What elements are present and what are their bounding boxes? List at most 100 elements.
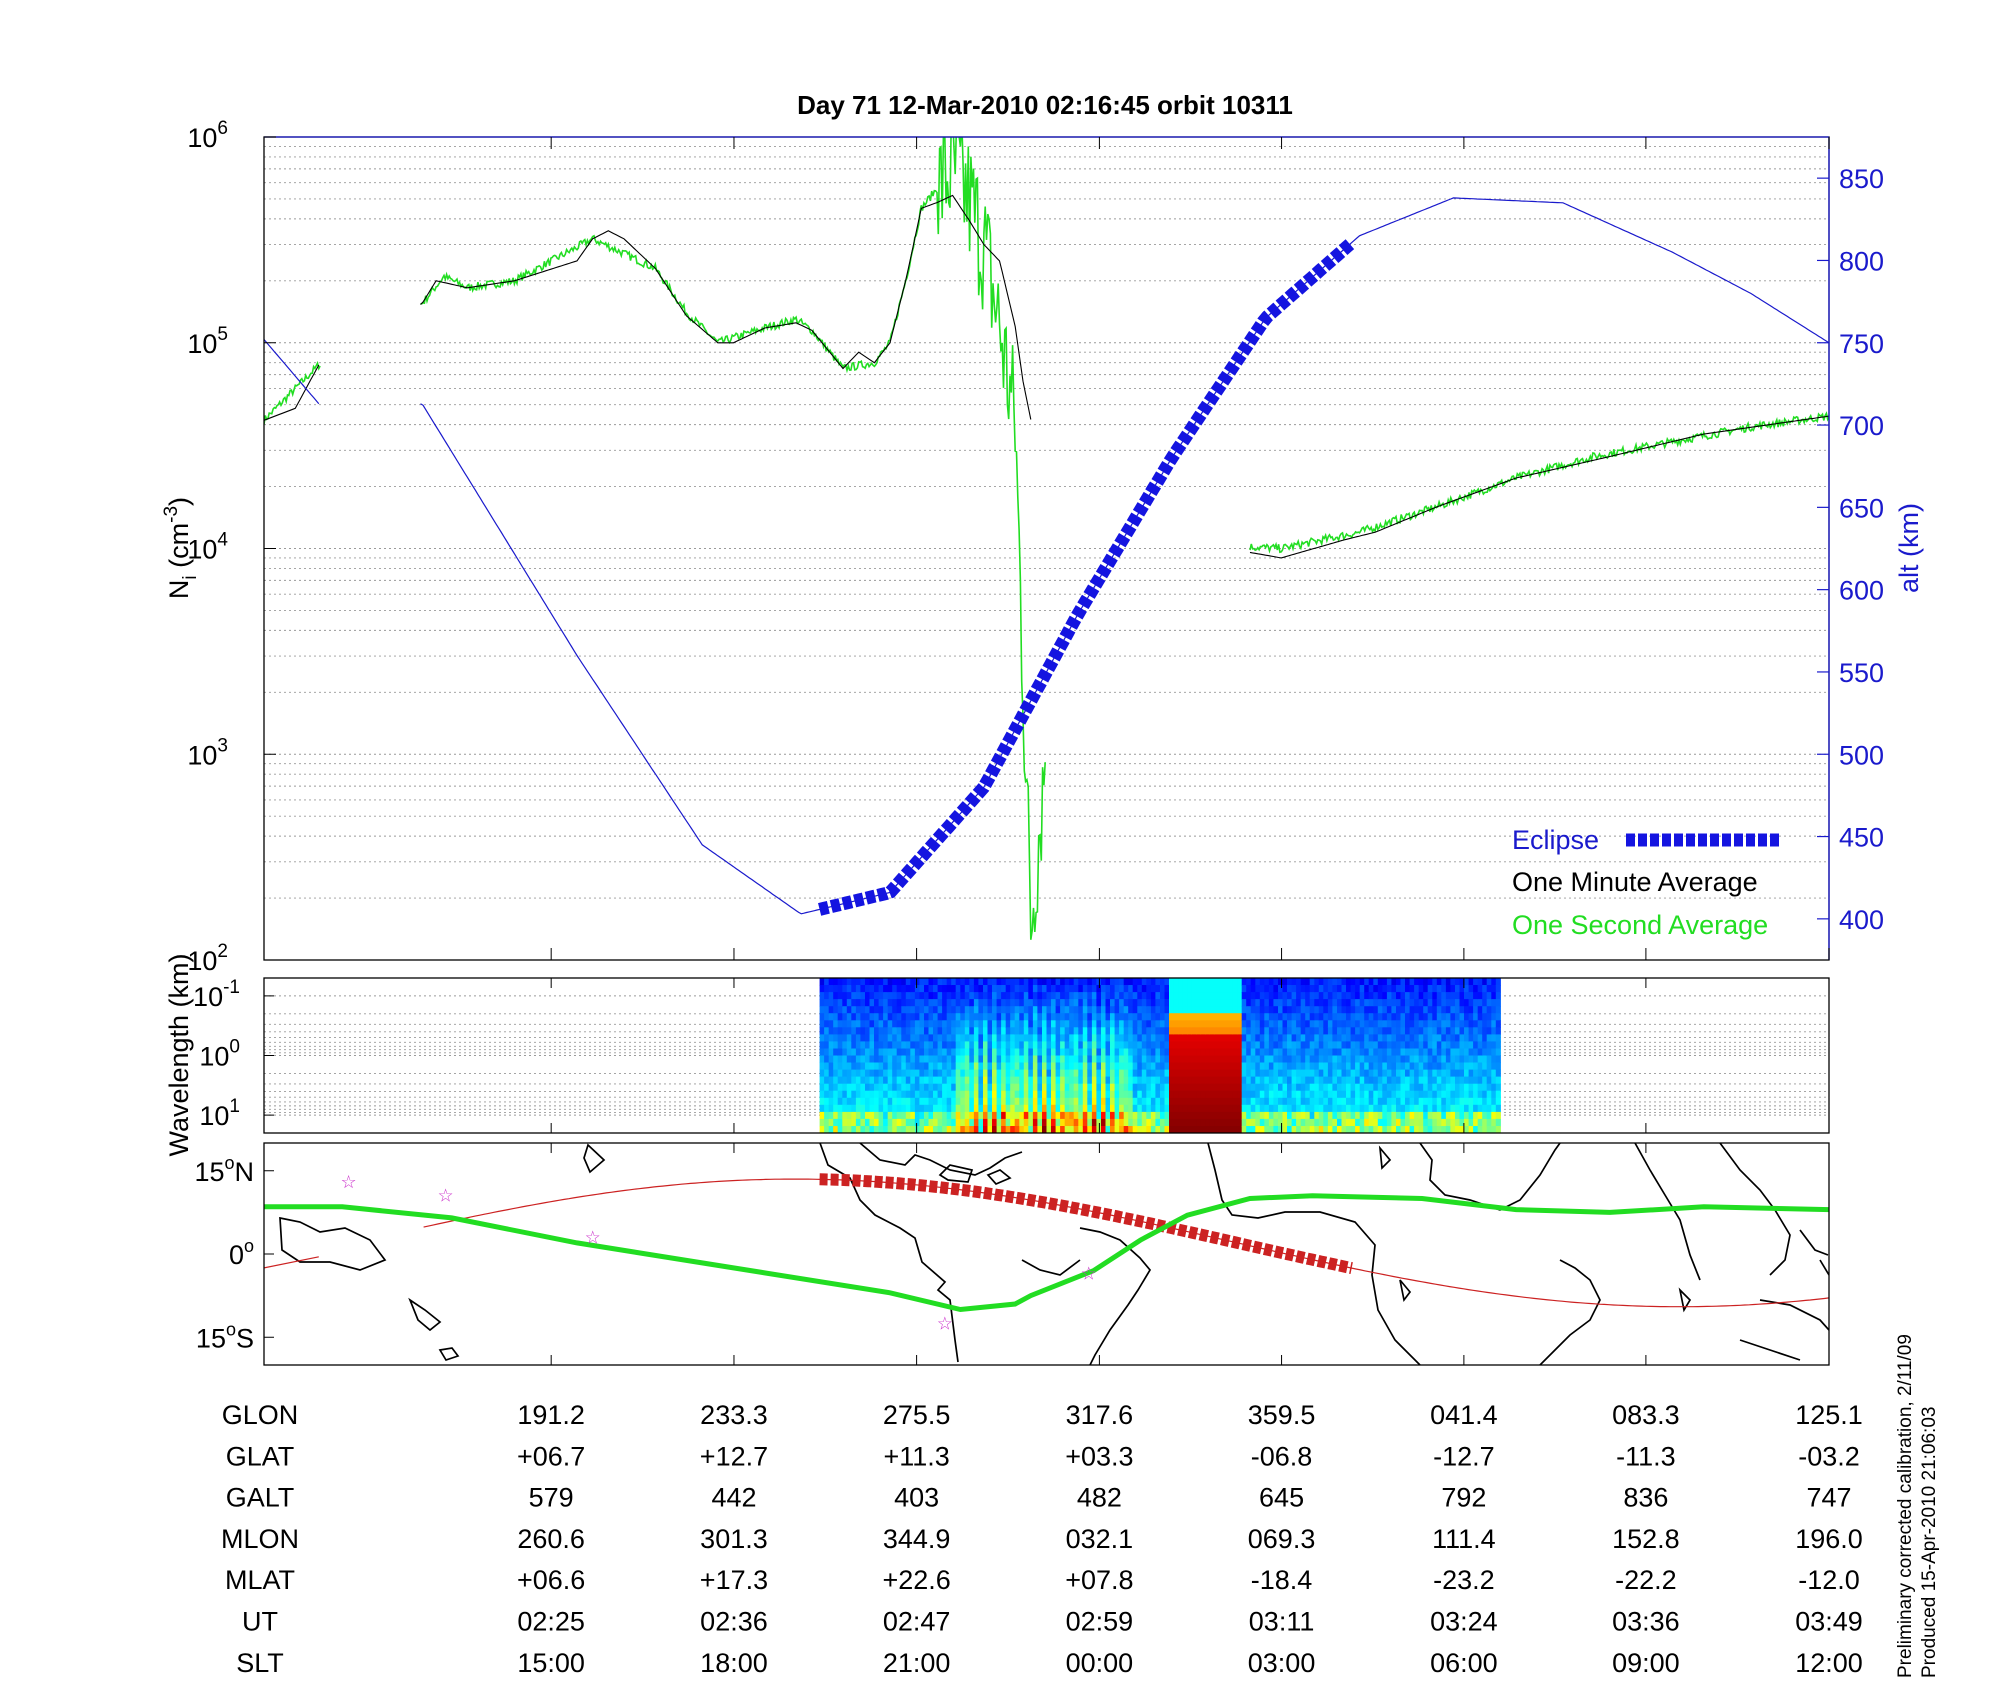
spectrogram-cell — [1073, 1104, 1079, 1113]
spectrogram-cell — [1214, 1027, 1220, 1035]
spectrogram-cell — [1032, 1097, 1038, 1106]
spectrogram-cell — [1464, 1104, 1470, 1113]
spectrogram-cell — [860, 1126, 866, 1133]
spectrogram-cell — [1309, 1013, 1315, 1021]
spectrogram-cell — [1051, 999, 1057, 1007]
spectrogram-cell — [1436, 1126, 1442, 1133]
spectrogram-cell — [1173, 1126, 1179, 1133]
spectrogram-cell — [1473, 1076, 1479, 1085]
spectrogram-cell — [1141, 1083, 1147, 1092]
spectrogram-cell — [1337, 1006, 1343, 1014]
spectrogram-cell — [1169, 999, 1175, 1007]
spectrogram-cell — [1200, 978, 1206, 986]
spectrogram-cell — [1268, 1111, 1274, 1120]
spectrogram-cell — [869, 1048, 875, 1057]
spectrogram-cell — [1232, 1097, 1238, 1106]
spectrogram-cell — [1464, 1069, 1470, 1078]
spectrogram-cell — [1096, 985, 1102, 993]
spectrogram-cell — [1187, 992, 1193, 1000]
spectrogram-cell — [1178, 1034, 1184, 1042]
spectrogram-cell — [1414, 1013, 1420, 1021]
spectrogram-cell — [996, 999, 1002, 1007]
spectrogram-cell — [1169, 1069, 1175, 1078]
spectrogram-cell — [1373, 1027, 1379, 1035]
y-tick-exp: 2 — [217, 941, 228, 962]
spectrogram-cell — [1173, 992, 1179, 1000]
spectrogram-cell — [964, 999, 970, 1007]
spectrogram-cell — [1273, 1118, 1279, 1127]
spectrogram-cell — [1377, 1013, 1383, 1021]
spectrogram-cell — [1150, 1097, 1156, 1106]
spectrogram-cell — [1119, 1013, 1125, 1021]
spectrogram-cell — [1178, 999, 1184, 1007]
spectrogram-cell — [896, 1062, 902, 1071]
spectrogram-cell — [919, 1118, 925, 1127]
spectrogram-cell — [910, 985, 916, 993]
spectrogram-cell — [992, 1013, 998, 1021]
spectrogram-cell — [1405, 1090, 1411, 1099]
spectrogram-cell — [1386, 1034, 1392, 1042]
spectrogram-cell — [1187, 1048, 1193, 1057]
spectrogram-cell — [819, 1104, 825, 1113]
spectrogram-cell — [1196, 1048, 1202, 1057]
spectrogram-cell — [878, 1006, 884, 1014]
spectrogram-cell — [1445, 1041, 1451, 1049]
spectrogram-cell — [860, 978, 866, 986]
spectrogram-cell — [1468, 1104, 1474, 1113]
spectrogram-cell — [1305, 1069, 1311, 1078]
spectrogram-cell — [946, 978, 952, 986]
spectrogram-cell — [1228, 1076, 1234, 1085]
spectrogram-cell — [955, 978, 961, 986]
spectrogram-cell — [1096, 1104, 1102, 1113]
orbit-track — [264, 1256, 319, 1269]
spectrogram-cell — [983, 1097, 989, 1106]
spectrogram-cell — [1200, 1076, 1206, 1085]
spectrogram-cell — [1001, 1013, 1007, 1021]
spectrogram-cell — [851, 1097, 857, 1106]
spectrogram-cell — [946, 1034, 952, 1042]
spectrogram-cell — [1423, 1126, 1429, 1133]
spectrogram-cell — [869, 1055, 875, 1064]
spectrogram-cell — [1241, 1013, 1247, 1021]
spectrogram-cell — [1069, 1062, 1075, 1071]
spectrogram-cell — [1205, 1055, 1211, 1064]
spectrogram-cell — [1042, 1111, 1048, 1120]
spectrogram-cell — [919, 985, 925, 993]
spectrogram-cell — [969, 985, 975, 993]
spectrogram-cell — [1123, 985, 1129, 993]
spectrogram-cell — [1091, 1090, 1097, 1099]
spectrogram-cell — [878, 1062, 884, 1071]
spectrogram-cell — [1150, 1076, 1156, 1085]
spectrogram-cell — [855, 1090, 861, 1099]
spectrogram-cell — [992, 992, 998, 1000]
spectrogram-cell — [892, 1111, 898, 1120]
spectrogram-cell — [1055, 1013, 1061, 1021]
spectrogram-cell — [1255, 1118, 1261, 1127]
spectrogram-cell — [860, 1104, 866, 1113]
spectrogram-cell — [1078, 1034, 1084, 1042]
spectrogram-cell — [1459, 1104, 1465, 1113]
spectrogram-cell — [1087, 1083, 1093, 1092]
spectrogram-cell — [1287, 1097, 1293, 1106]
spectrogram-cell — [1223, 992, 1229, 1000]
spectrogram-cell — [1042, 1083, 1048, 1092]
spectrogram-cell — [1196, 1055, 1202, 1064]
spectrogram-cell — [1373, 1083, 1379, 1092]
spectrogram-cell — [1278, 1069, 1284, 1078]
spectrogram-cell — [896, 1027, 902, 1035]
spectrogram-cell — [1241, 1027, 1247, 1035]
y-tick-label: 106 — [187, 118, 228, 153]
spectrogram-cell — [1064, 992, 1070, 1000]
spectrogram-cell — [819, 1041, 825, 1049]
spectrogram-cell — [1477, 1048, 1483, 1057]
spectrogram-cell — [942, 1090, 948, 1099]
spectrogram-cell — [1042, 1048, 1048, 1057]
spectrogram-cell — [1096, 1055, 1102, 1064]
spectrogram-cell — [996, 1118, 1002, 1127]
spectrogram-cell — [1246, 1027, 1252, 1035]
spectrogram-cell — [1014, 1027, 1020, 1035]
spectrogram-cell — [1078, 985, 1084, 993]
spectrogram-cell — [1355, 1048, 1361, 1057]
spectrogram-cell — [1069, 1048, 1075, 1057]
spectrogram-cell — [1110, 1027, 1116, 1035]
